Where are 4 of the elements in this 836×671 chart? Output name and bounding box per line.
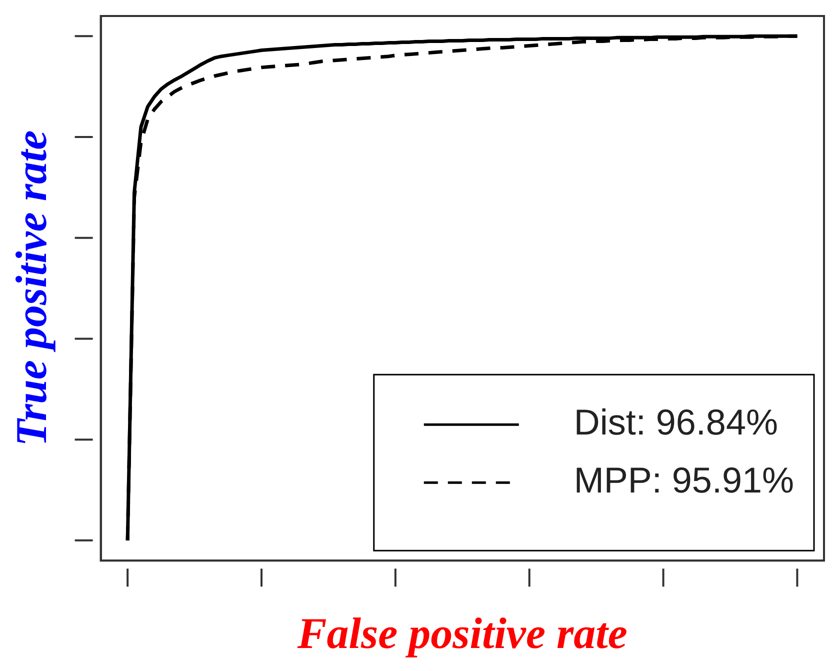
- legend-label: MPP: 95.91%: [574, 460, 794, 501]
- legend-label: Dist: 96.84%: [574, 402, 778, 443]
- x-axis-title: False positive rate: [296, 608, 628, 658]
- y-axis-title: True positive rate: [6, 130, 56, 446]
